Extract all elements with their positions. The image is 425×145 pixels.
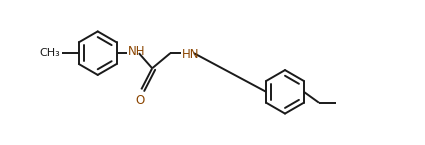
Text: NH: NH <box>128 46 145 58</box>
Text: HN: HN <box>181 48 199 61</box>
Text: O: O <box>135 94 144 107</box>
Text: CH₃: CH₃ <box>40 48 60 58</box>
